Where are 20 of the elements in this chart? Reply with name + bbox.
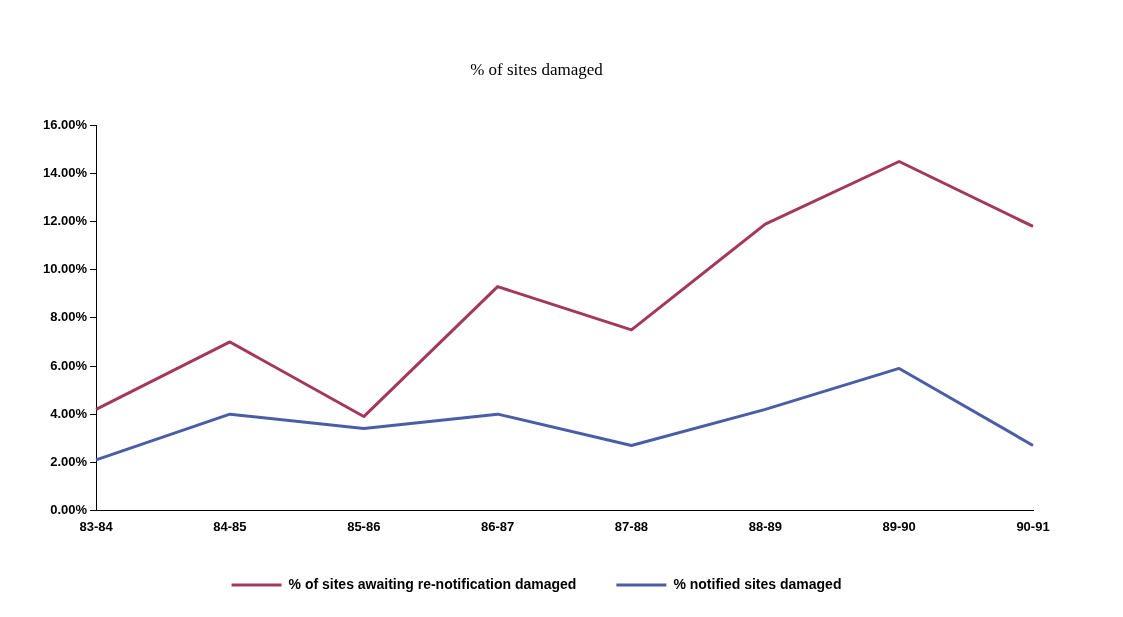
y-tick-label: 2.00% xyxy=(50,453,88,469)
x-tick-label: 84-85 xyxy=(213,518,247,534)
y-tick-label: 16.00% xyxy=(43,116,88,132)
x-tick-label: 83-84 xyxy=(79,518,114,534)
legend-label: % of sites awaiting re-notification damaged xyxy=(288,575,577,592)
chart-title: % of sites damaged xyxy=(470,59,604,79)
y-tick-label: 6.00% xyxy=(50,357,88,373)
x-tick-label: 85-86 xyxy=(347,518,381,534)
x-tick-label: 89-90 xyxy=(882,518,916,534)
y-tick-label: 8.00% xyxy=(50,309,88,325)
y-tick-label: 10.00% xyxy=(43,261,88,277)
y-tick-label: 0.00% xyxy=(50,501,88,517)
y-tick-label: 14.00% xyxy=(43,165,88,181)
y-tick-label: 4.00% xyxy=(50,405,88,421)
legend-label: % notified sites damaged xyxy=(673,575,842,592)
y-tick-label: 12.00% xyxy=(43,213,88,229)
x-tick-label: 90-91 xyxy=(1016,518,1050,534)
x-tick-label: 86-87 xyxy=(481,518,515,534)
x-tick-label: 88-89 xyxy=(748,518,782,534)
x-tick-label: 87-88 xyxy=(614,518,649,534)
